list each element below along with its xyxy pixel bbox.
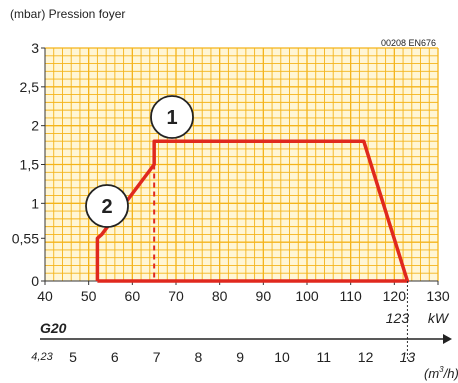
annotations: 12 [85, 95, 194, 228]
flow-tick-label: 7 [153, 349, 161, 365]
flow-axis-unit: (m3/h) [424, 365, 458, 381]
flow-tick-label: 8 [195, 349, 203, 365]
x-tick-label: 120 [383, 288, 407, 304]
x-tick-label: 50 [81, 288, 97, 304]
x-extra-tick-label: 123 [386, 310, 410, 326]
flow-tick-labels: 4,23 5 6 7 8 9 10 11 12 13 [31, 349, 415, 365]
flow-tick-label: 4,23 [31, 351, 53, 363]
x-tick-label: 110 [340, 288, 363, 304]
y-tick-label: 0 [31, 273, 39, 289]
y-axis-label: (mbar) Pression foyer [10, 7, 125, 21]
y-tick-label: 2,5 [20, 79, 40, 95]
x-tick-label: 60 [125, 288, 141, 304]
reference-code: 00208 EN676 [381, 38, 436, 48]
flow-axis-arrow-icon [443, 334, 452, 344]
flow-tick-label: 11 [317, 349, 332, 365]
x-tick-label: 90 [256, 288, 272, 304]
grid-lines [45, 47, 439, 281]
y-tick-label: 1,5 [20, 157, 40, 173]
flow-tick-label: 9 [236, 349, 244, 365]
y-tick-label: 1 [31, 195, 39, 211]
annotation-circle [85, 184, 129, 228]
x-tick-label: 70 [168, 288, 184, 304]
x-tick-labels: 40 50 60 70 80 90 100 110 120 130 [37, 281, 450, 304]
x-axis-unit: kW [428, 310, 450, 326]
flow-tick-label: 6 [111, 349, 119, 365]
operating-range-curve [95, 139, 410, 283]
flow-tick-label: 10 [274, 349, 290, 365]
annotation-label: 2 [101, 196, 112, 218]
y-tick-label: 0,55 [12, 230, 39, 246]
x-tick-label: 100 [295, 288, 319, 304]
flow-tick-label: 13 [400, 349, 416, 365]
gas-label: G20 [40, 320, 67, 336]
y-tick-labels: 0 0,55 1 1,5 2 2,5 3 [12, 40, 45, 289]
flow-tick-label: 12 [358, 349, 374, 365]
y-tick-label: 3 [31, 40, 39, 56]
annotation-label: 1 [166, 107, 177, 129]
annotation-circle [150, 95, 194, 139]
flow-tick-label: 5 [69, 349, 77, 365]
x-tick-label: 80 [212, 288, 228, 304]
y-tick-label: 2 [31, 118, 39, 134]
x-tick-label: 40 [37, 288, 53, 304]
x-tick-label: 130 [426, 288, 450, 304]
